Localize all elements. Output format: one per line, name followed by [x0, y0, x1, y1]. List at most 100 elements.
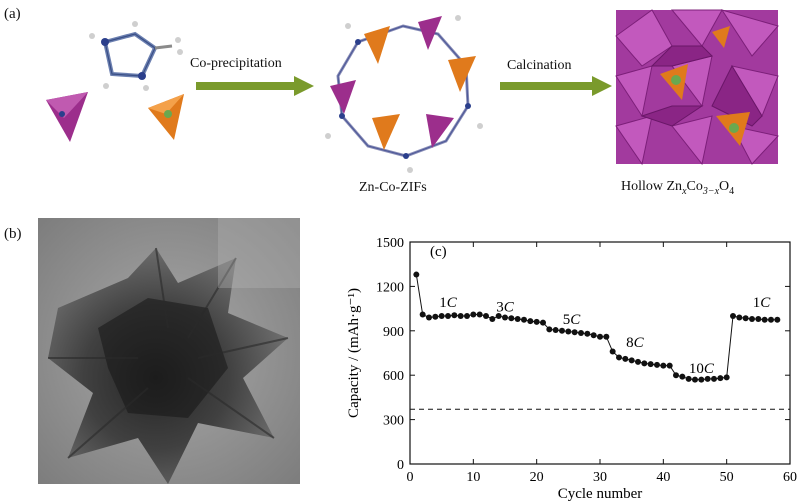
data-point [755, 315, 762, 322]
y-tick-label: 600 [383, 369, 404, 384]
data-point [597, 333, 603, 340]
data-point [546, 326, 553, 333]
data-point [723, 374, 730, 381]
data-point [774, 316, 781, 323]
data-point [457, 313, 464, 319]
data-point [584, 330, 591, 337]
data-point [698, 376, 705, 383]
capacity-series-points [413, 271, 781, 383]
data-point [552, 327, 559, 334]
data-point [749, 315, 755, 322]
data-point [476, 311, 483, 318]
co-precipitation-label: Co-precipitation [190, 56, 282, 71]
data-point [426, 314, 432, 321]
data-point [685, 375, 692, 382]
co-precipitation-arrow [196, 76, 314, 96]
y-tick-label: 1500 [376, 236, 404, 251]
capacity-series-line [415, 274, 778, 381]
y-axis-label: Capacity / (mAh·g⁻¹) [346, 288, 362, 418]
data-point [679, 373, 686, 380]
data-point [736, 314, 743, 321]
data-point [666, 362, 673, 369]
rate-label: 10C [689, 361, 715, 377]
data-point [609, 348, 616, 355]
x-tick-label: 40 [656, 470, 670, 485]
hollow-spinel-caption: Hollow ZnxCo3−xO4 [621, 179, 735, 197]
x-tick-label: 10 [466, 470, 480, 485]
data-point [603, 333, 610, 340]
panel-b-label: (b) [4, 226, 22, 242]
data-point [419, 311, 426, 318]
data-point [432, 313, 439, 320]
data-point [502, 314, 508, 321]
data-point [717, 375, 724, 382]
data-point [508, 315, 515, 322]
data-point [470, 311, 477, 318]
tem-image [38, 218, 300, 484]
zn-tetrahedron [46, 92, 88, 142]
data-point [559, 327, 565, 334]
data-point [489, 315, 496, 322]
imidazole-molecule [89, 21, 183, 91]
rate-label: 3C [496, 300, 515, 316]
data-point [514, 315, 521, 322]
y-tick-label: 900 [383, 325, 404, 340]
data-point [768, 316, 774, 323]
data-point [730, 313, 736, 319]
data-point [464, 313, 470, 319]
data-point [565, 328, 572, 335]
plot-frame [409, 241, 791, 465]
y-tick-label: 300 [383, 414, 404, 429]
data-point [704, 375, 711, 382]
co-tetrahedron [148, 94, 184, 140]
data-point [483, 313, 489, 319]
x-tick-label: 0 [407, 470, 414, 485]
zif-framework-illustration [325, 15, 483, 173]
data-point [660, 362, 667, 369]
rate-label: 1C [753, 295, 772, 311]
data-point [590, 332, 597, 339]
data-point [533, 318, 540, 325]
data-point [413, 271, 420, 278]
data-point [647, 361, 654, 368]
data-point [451, 312, 458, 319]
data-point [628, 357, 635, 364]
data-point [571, 329, 578, 336]
zn-co-zifs-caption: Zn-Co-ZIFs [359, 180, 427, 195]
y-axis-ticks: 0 300 600 900 1200 1500 [376, 236, 790, 473]
data-point [438, 313, 445, 319]
rate-label: 5C [563, 312, 582, 328]
y-tick-label: 1200 [376, 280, 404, 295]
data-point [673, 372, 679, 379]
data-point [711, 375, 717, 382]
data-point [616, 354, 622, 361]
data-point [540, 319, 546, 326]
x-tick-label: 60 [783, 470, 797, 485]
rate-label: 8C [626, 335, 645, 351]
data-point [654, 361, 660, 368]
y-tick-label: 0 [397, 458, 404, 473]
data-point [445, 313, 451, 319]
precursor-illustration [46, 21, 183, 142]
x-tick-label: 50 [720, 470, 734, 485]
data-point [578, 330, 584, 337]
calcination-arrow [500, 76, 612, 96]
x-axis-label: Cycle number [558, 486, 643, 502]
data-point [641, 360, 648, 367]
rate-labels: 1C 3C 5C 8C 10C 1C [439, 295, 771, 377]
data-point [635, 358, 641, 365]
data-point [761, 316, 768, 323]
rate-capability-chart: 0 300 600 900 1200 1500 0 10 20 30 40 50 60 1C 3C 5C 8… [346, 236, 797, 502]
x-tick-label: 30 [593, 470, 607, 485]
data-point [622, 355, 629, 362]
data-point [521, 316, 527, 323]
data-point [527, 318, 534, 325]
calcination-label: Calcination [507, 58, 572, 73]
rate-label: 1C [439, 295, 458, 311]
data-point [692, 376, 698, 383]
panel-a-label: (a) [4, 6, 21, 22]
x-tick-label: 20 [530, 470, 544, 485]
x-axis-ticks: 0 10 20 30 40 50 60 [407, 242, 797, 485]
panel-c-label: (c) [430, 244, 447, 260]
spinel-structure-illustration [615, 9, 779, 166]
